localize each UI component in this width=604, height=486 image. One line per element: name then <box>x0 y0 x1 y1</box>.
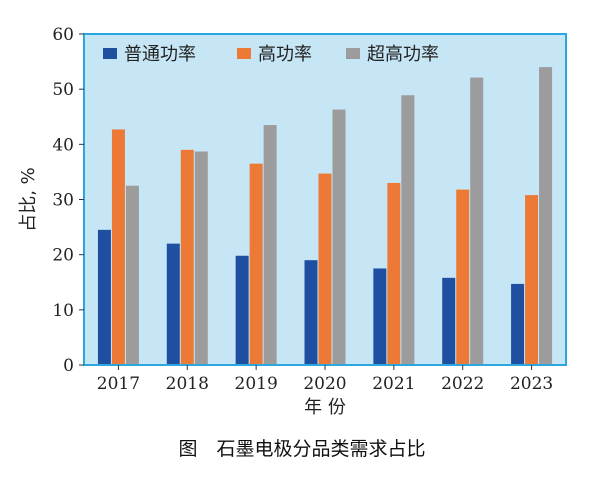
y-tick-label: 20 <box>52 246 74 266</box>
y-tick-label: 40 <box>52 135 74 155</box>
bar-2019-1 <box>235 255 249 365</box>
bar-2023-2 <box>525 195 539 365</box>
x-tick-label: 2023 <box>510 374 553 394</box>
legend-swatch <box>346 48 360 59</box>
x-tick-label: 2017 <box>97 374 140 394</box>
legend-label: 普通功率 <box>124 44 196 65</box>
x-axis: 2017 2018 2019 2020 2021 2022 2023 <box>97 365 553 394</box>
bar-2021-3 <box>401 95 415 366</box>
bar-2018-2 <box>180 149 194 365</box>
bar-2023-3 <box>539 67 553 365</box>
bar-2019-3 <box>263 125 277 365</box>
legend: 普通功率 高功率 超高功率 <box>103 44 439 65</box>
legend-swatch <box>237 48 251 59</box>
y-tick-label: 10 <box>52 301 74 321</box>
bar-2017-2 <box>111 129 125 365</box>
bar-2022-3 <box>470 77 484 365</box>
bar-2020-3 <box>332 109 346 365</box>
x-tick-label: 2021 <box>372 374 415 394</box>
bar-2021-2 <box>387 182 401 365</box>
y-tick-label: 60 <box>52 25 74 45</box>
x-axis-title: 年 份 <box>304 397 346 418</box>
y-tick-label: 0 <box>63 356 74 376</box>
bar-2022-1 <box>442 277 456 365</box>
y-axis-title: 占比, % <box>18 167 39 232</box>
bar-2023-1 <box>511 283 525 365</box>
bars-group <box>97 67 553 366</box>
legend-swatch <box>103 48 117 59</box>
bar-2021-1 <box>373 268 387 365</box>
bar-2017-1 <box>97 229 111 365</box>
bar-2018-3 <box>194 151 208 365</box>
y-axis: 0 10 20 30 40 50 60 <box>52 25 84 376</box>
bar-2022-2 <box>456 189 470 365</box>
bar-2018-1 <box>166 243 180 365</box>
legend-label: 超高功率 <box>367 44 439 65</box>
bar-2020-2 <box>318 173 332 365</box>
y-tick-label: 30 <box>52 191 74 211</box>
x-tick-label: 2022 <box>441 374 484 394</box>
y-tick-label: 50 <box>52 80 74 100</box>
bar-2017-3 <box>125 185 139 365</box>
x-tick-label: 2019 <box>235 374 278 394</box>
x-tick-label: 2018 <box>166 374 209 394</box>
bar-2019-2 <box>249 163 263 365</box>
legend-label: 高功率 <box>258 44 312 65</box>
x-tick-label: 2020 <box>303 374 346 394</box>
figure-caption: 图 石墨电极分品类需求占比 <box>178 438 425 460</box>
bar-2020-1 <box>304 260 318 365</box>
